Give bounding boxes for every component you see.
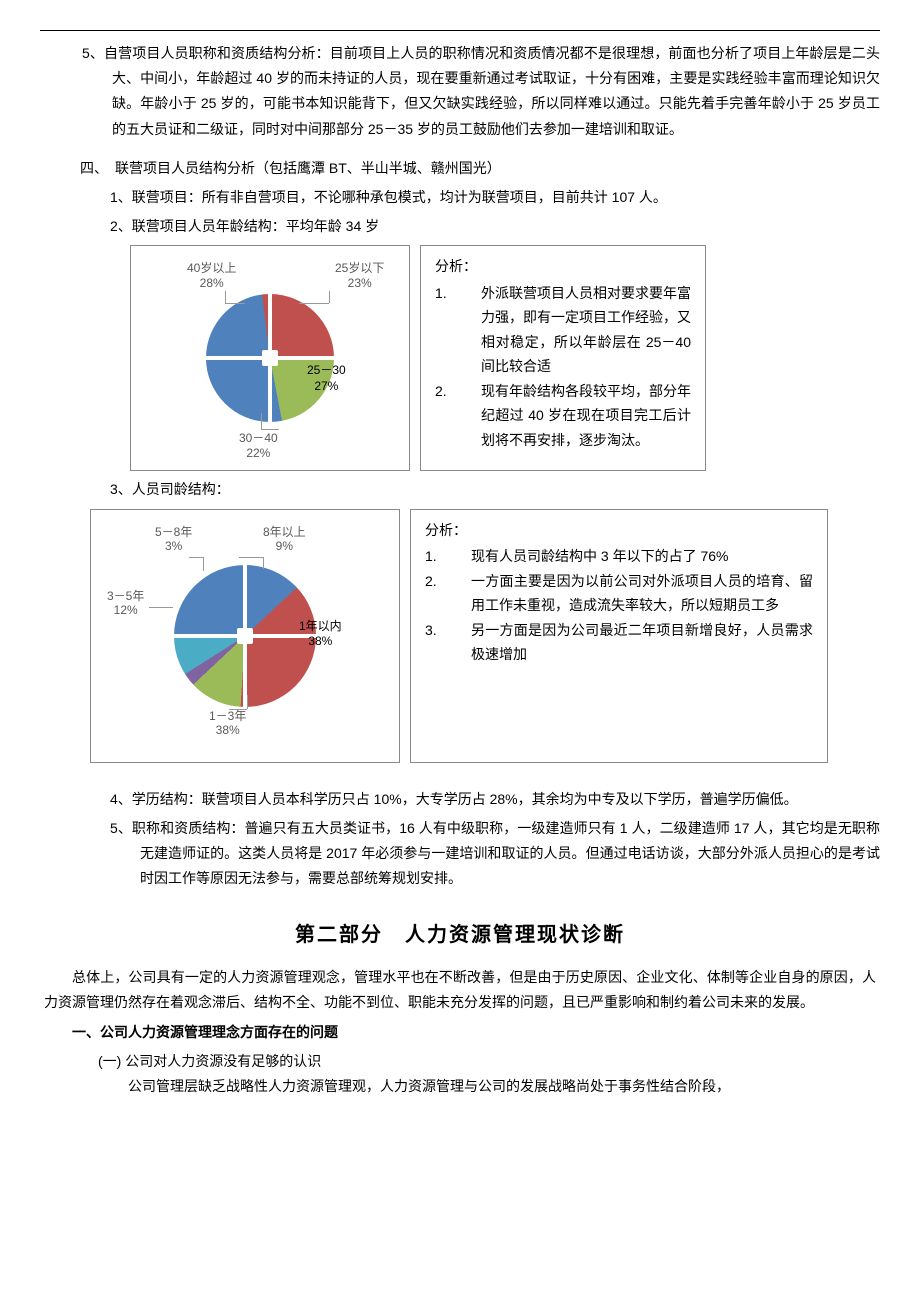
analysis-item: 3.另一方面是因为公司最近二年项目新增良好，人员需求极速增加 xyxy=(425,618,813,667)
chart2-row: 1年以内38% 1－3年38% 3－5年12% 5－8年3% 8年以上9% 分析： 1.… xyxy=(90,509,880,763)
part2-s1: (一) 公司对人力资源没有足够的认识 xyxy=(40,1049,880,1074)
chart1-row: 25岁以下23% 25－3027% 30－4022% 40岁以上28% 分析： 1.外… xyxy=(130,245,880,471)
analysis-item: 2.一方面主要是因为以前公司对外派项目人员的培育、留用工作未重视，造成流失率较大… xyxy=(425,569,813,618)
part2-intro: 总体上，公司具有一定的人力资源管理观念，管理水平也在不断改善，但是由于历史原因、… xyxy=(40,965,880,1015)
tenure-analysis: 分析： 1.现有人员司龄结构中 3 年以下的占了 76%2.一方面主要是因为以前… xyxy=(410,509,828,763)
section-4-p2: 2、联营项目人员年龄结构：平均年龄 34 岁 xyxy=(40,214,880,239)
section-4-p4: 4、学历结构：联营项目人员本科学历只占 10%，大专学历占 28%，其余均为中专… xyxy=(40,787,880,812)
tenure-pie-chart: 1年以内38% 1－3年38% 3－5年12% 5－8年3% 8年以上9% xyxy=(90,509,400,763)
section-4-p1: 1、联营项目：所有非自营项目，不论哪种承包模式，均计为联营项目，目前共计 107… xyxy=(40,185,880,210)
section-4-p5: 5、职称和资质结构：普遍只有五大员类证书，16 人有中级职称，一级建造师只有 1… xyxy=(40,816,880,892)
top-rule xyxy=(40,30,880,31)
pie-label: 3－5年12% xyxy=(107,589,144,618)
item-5: 5、自营项目人员职称和资质结构分析：目前项目上人员的职称情况和资质情况都不是很理… xyxy=(40,41,880,142)
pie-label: 25－3027% xyxy=(307,363,346,394)
analysis-item: 1.现有人员司龄结构中 3 年以下的占了 76% xyxy=(425,544,813,569)
part2-h1: 一、公司人力资源管理理念方面存在的问题 xyxy=(40,1020,880,1045)
analysis-item: 2.现有年龄结构各段较平均，部分年纪超过 40 岁在现在项目完工后计划将不再安排… xyxy=(435,379,691,453)
analysis1-title: 分析： xyxy=(435,254,691,279)
analysis2-list: 1.现有人员司龄结构中 3 年以下的占了 76%2.一方面主要是因为以前公司对外… xyxy=(425,544,813,667)
pie-label: 25岁以下23% xyxy=(335,261,384,290)
pie-label: 8年以上9% xyxy=(263,525,306,554)
analysis2-title: 分析： xyxy=(425,518,813,543)
age-analysis: 分析： 1.外派联营项目人员相对要求要年富力强，即有一定项目工作经验，又相对稳定… xyxy=(420,245,706,471)
pie-label: 1年以内38% xyxy=(299,619,342,650)
age-pie-chart: 25岁以下23% 25－3027% 30－4022% 40岁以上28% xyxy=(130,245,410,471)
analysis-item: 1.外派联营项目人员相对要求要年富力强，即有一定项目工作经验，又相对稳定，所以年… xyxy=(435,281,691,379)
section-4-p3: 3、人员司龄结构： xyxy=(40,477,880,502)
pie-label: 30－4022% xyxy=(239,431,278,460)
part2-title: 第二部分 人力资源管理现状诊断 xyxy=(40,917,880,953)
part2-s1-body: 公司管理层缺乏战略性人力资源管理观，人力资源管理与公司的发展战略尚处于事务性结合… xyxy=(40,1074,880,1099)
pie-label: 5－8年3% xyxy=(155,525,192,554)
pie-label: 40岁以上28% xyxy=(187,261,236,290)
section-4-head: 四、 联营项目人员结构分析（包括鹰潭 BT、半山半城、赣州国光） xyxy=(40,156,880,181)
pie-label: 1－3年38% xyxy=(209,709,246,738)
analysis1-list: 1.外派联营项目人员相对要求要年富力强，即有一定项目工作经验，又相对稳定，所以年… xyxy=(435,281,691,453)
